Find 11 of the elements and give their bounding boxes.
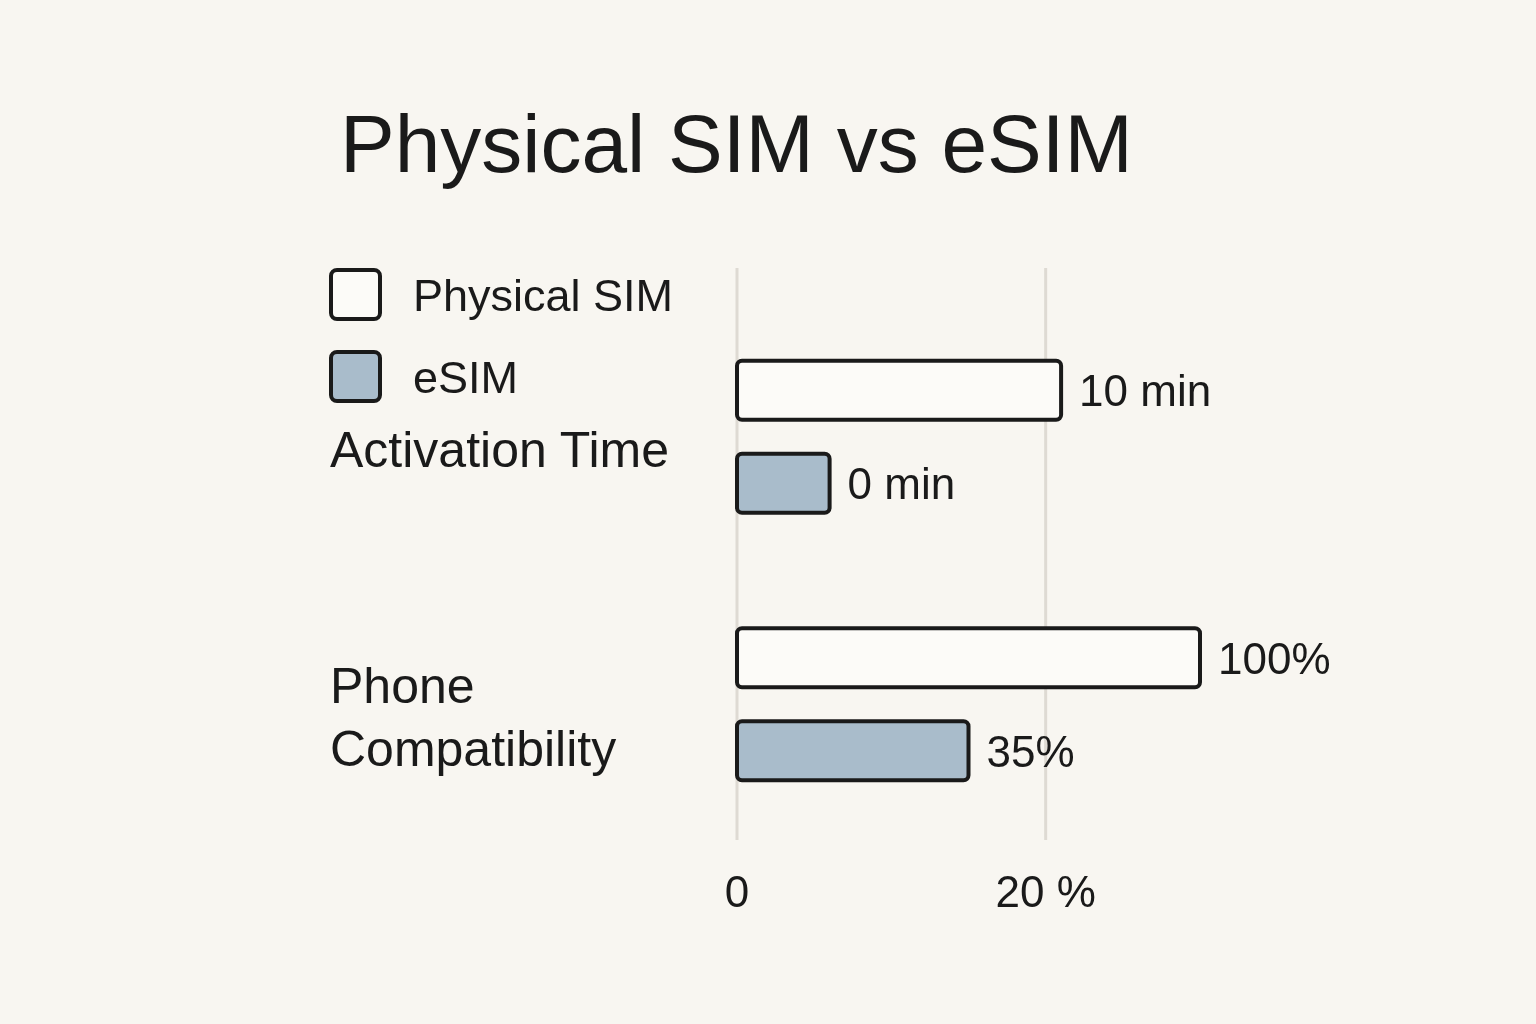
x-tick-label: 20 % — [995, 867, 1096, 916]
annotation: 0 min — [847, 459, 956, 509]
y-tick-label: Phone Compatibility — [330, 657, 617, 777]
x-tick-label: 0 — [724, 867, 750, 916]
legend-label: Physical SIM — [413, 270, 674, 321]
y-tick-label: Activation Time — [330, 421, 670, 478]
annotation: 10 min — [1079, 366, 1212, 416]
annotation: 35% — [986, 726, 1075, 776]
chart-title: Physical SIM vs eSIM — [340, 98, 1133, 189]
text: 100% — [1218, 633, 1331, 683]
legend-label: eSIM — [413, 352, 519, 403]
